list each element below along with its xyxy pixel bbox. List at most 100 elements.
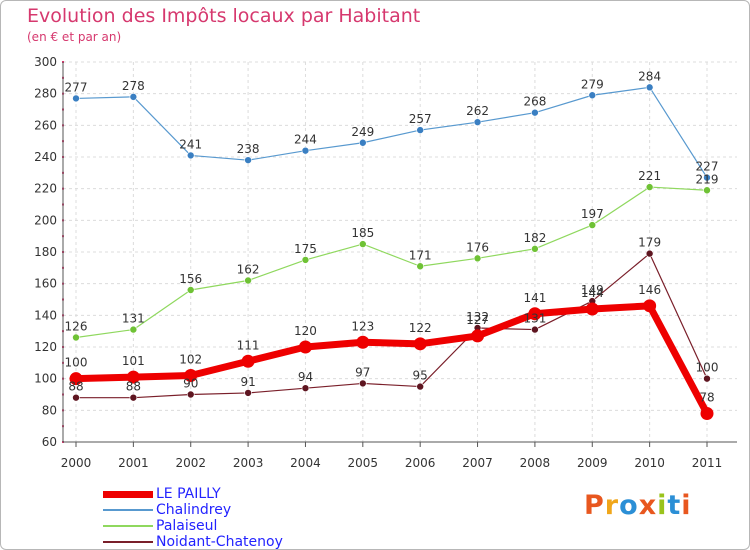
legend-swatch [103, 525, 153, 527]
x-tick-label: 2003 [233, 456, 264, 470]
data-point [69, 372, 83, 386]
data-point [72, 94, 80, 103]
data-point [703, 173, 711, 182]
data-point [356, 335, 370, 349]
data-label: 238 [237, 142, 260, 156]
data-label: 221 [638, 169, 661, 183]
y-tick-label: 160 [34, 277, 57, 291]
y-tick-label: 180 [34, 245, 57, 259]
logo-letter: r [604, 490, 620, 521]
data-point [298, 340, 312, 354]
x-tick-label: 2002 [175, 456, 206, 470]
legend-swatch [103, 509, 153, 511]
data-label: 171 [409, 248, 432, 262]
x-tick-label: 2004 [290, 456, 321, 470]
data-label: 257 [409, 112, 432, 126]
data-point [643, 299, 657, 313]
data-point [645, 183, 654, 191]
data-point [359, 240, 367, 248]
data-point [473, 118, 482, 126]
x-tick-label: 2006 [405, 456, 436, 470]
data-label: 94 [298, 370, 313, 384]
y-tick-label: 140 [34, 308, 57, 322]
data-point [585, 302, 599, 316]
data-point [184, 369, 198, 382]
x-tick-label: 2000 [61, 456, 92, 470]
series-line-2 [75, 186, 708, 339]
x-tick-label: 2005 [348, 456, 379, 470]
data-point [645, 83, 654, 92]
data-label: 111 [237, 338, 260, 352]
data-label: 131 [122, 312, 145, 326]
x-tick-label: 2009 [577, 456, 608, 470]
data-label: 197 [581, 207, 604, 221]
data-label: 219 [696, 172, 719, 186]
data-label: 278 [122, 79, 145, 93]
data-point [359, 138, 367, 147]
data-label: 284 [638, 69, 661, 83]
series-line-1 [75, 86, 708, 179]
data-label: 120 [294, 324, 317, 338]
data-point [416, 126, 424, 134]
logo-letter: o [619, 490, 639, 521]
data-label: 244 [294, 133, 317, 147]
data-point [186, 390, 195, 399]
data-label: 227 [696, 160, 719, 174]
data-label: 97 [355, 365, 370, 379]
data-label: 132 [466, 310, 489, 324]
logo-letter: P [584, 490, 605, 521]
y-tick-label: 300 [34, 55, 57, 69]
data-point [186, 151, 195, 160]
x-tick-label: 2001 [118, 456, 149, 470]
data-point [528, 307, 542, 321]
data-point [359, 379, 367, 388]
data-label: 185 [351, 226, 374, 240]
y-tick-label: 280 [34, 87, 57, 101]
y-tick-label: 60 [42, 435, 57, 449]
data-label: 88 [126, 380, 141, 394]
logo-letter: i [657, 490, 668, 521]
data-point [129, 325, 138, 334]
data-label: 122 [409, 321, 432, 335]
legend-label: LE PAILLY [156, 486, 221, 502]
y-tick-label: 120 [34, 340, 57, 354]
data-point [72, 333, 80, 342]
chart-title: Evolution des Impôts locaux par Habitant [27, 5, 421, 27]
data-label: 268 [523, 95, 546, 109]
data-point [72, 393, 80, 402]
logo-letter: i [681, 490, 692, 521]
data-point [416, 382, 424, 391]
data-label: 241 [179, 137, 202, 151]
data-label: 149 [581, 283, 604, 297]
data-label: 141 [523, 291, 546, 305]
proxiti-logo: Proxiti [584, 490, 692, 521]
data-label: 162 [237, 263, 260, 277]
legend-label: Noidant-Chatenoy [156, 534, 283, 550]
series-line-0 [72, 302, 711, 417]
data-label: 88 [68, 380, 83, 394]
y-tick-label: 240 [34, 150, 57, 164]
logo-letter: t [667, 490, 682, 521]
data-point [241, 354, 255, 368]
data-label: 182 [523, 231, 546, 245]
data-point [301, 256, 310, 264]
data-point [588, 221, 597, 229]
data-label: 176 [466, 240, 489, 254]
x-tick-label: 2007 [462, 456, 493, 470]
data-label: 156 [179, 272, 202, 286]
data-label: 262 [466, 104, 489, 118]
data-point [471, 329, 485, 343]
data-label: 78 [699, 391, 714, 405]
chart-subtitle: (en € et par an) [27, 30, 122, 44]
data-point [703, 186, 711, 195]
x-tick-label: 2008 [520, 456, 551, 470]
data-point [700, 407, 714, 420]
y-tick-label: 260 [34, 118, 57, 132]
data-point [186, 286, 195, 294]
data-point [126, 370, 140, 384]
legend-swatch [103, 490, 153, 498]
legend-swatch [103, 541, 153, 543]
data-label: 100 [696, 361, 719, 375]
series-line-3 [75, 252, 708, 399]
